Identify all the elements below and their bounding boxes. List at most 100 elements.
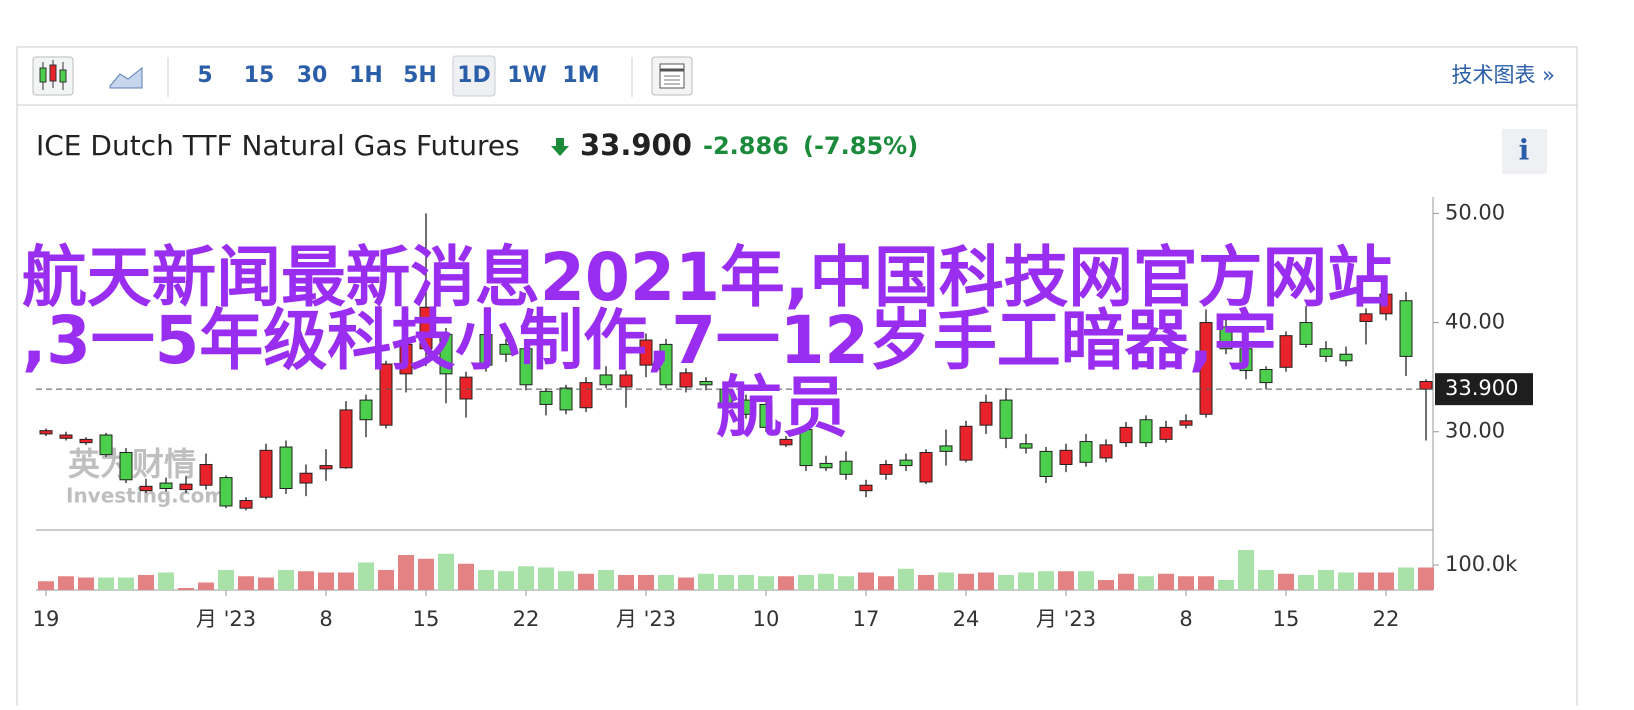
- candle-body: [1319, 348, 1333, 357]
- volume-bar: [418, 558, 434, 590]
- volume-bar: [58, 576, 74, 590]
- volume-bar: [578, 573, 594, 590]
- candle-body: [839, 460, 853, 475]
- candle-icon[interactable]: [32, 56, 74, 96]
- x-tick-label: 19: [33, 607, 60, 631]
- candle-body: [279, 446, 293, 490]
- interval-button[interactable]: 1W: [507, 63, 547, 88]
- candle-body: [1279, 335, 1293, 368]
- candle-body: [1419, 381, 1433, 390]
- volume-bar: [658, 575, 674, 590]
- table-icon[interactable]: [651, 56, 693, 96]
- volume-bar: [98, 577, 114, 590]
- interval-button[interactable]: 1M: [562, 63, 599, 88]
- volume-bar: [1018, 572, 1034, 590]
- volume-bar: [1238, 550, 1254, 590]
- volume-bar: [598, 570, 614, 590]
- volume-bar: [618, 575, 634, 590]
- candle-body: [579, 382, 593, 409]
- interval-button[interactable]: 1H: [349, 63, 383, 88]
- candle-body: [539, 390, 553, 405]
- volume-bar: [1418, 567, 1434, 590]
- candle-body: [639, 339, 653, 366]
- candle-body: [939, 445, 953, 452]
- candle-body: [1059, 449, 1073, 465]
- interval-button[interactable]: 30: [297, 63, 328, 88]
- candle-body: [619, 374, 633, 388]
- candle-body: [659, 343, 673, 386]
- candle-body: [159, 482, 173, 490]
- volume-bar: [218, 570, 234, 590]
- volume-bar: [318, 572, 334, 590]
- candle-body: [1159, 426, 1173, 440]
- overlay-text: 航员: [716, 369, 848, 446]
- volume-bar: [958, 573, 974, 590]
- volume-bar: [738, 575, 754, 590]
- volume-bar: [1258, 570, 1274, 590]
- candle-body: [1259, 369, 1273, 384]
- tech-chart-link[interactable]: 技术图表 »: [1451, 63, 1555, 87]
- overlay-text: 航天新闻最新消息2021年,中国科技网官方网站: [22, 239, 1392, 316]
- volume-bar: [638, 575, 654, 590]
- volume-bar: [478, 570, 494, 590]
- candle-body: [559, 387, 573, 411]
- volume-tick-label: 100.0k: [1445, 552, 1518, 576]
- volume-bar: [298, 571, 314, 590]
- x-tick-label: 15: [1273, 607, 1300, 631]
- volume-bar: [338, 572, 354, 590]
- y-tick-label: 40.00: [1445, 310, 1505, 334]
- volume-bar: [438, 553, 454, 590]
- volume-bar: [838, 576, 854, 590]
- candle-body: [459, 376, 473, 400]
- x-tick-label: 22: [513, 607, 540, 631]
- overlay-text: ,3一5年级科技小制作,7一12岁手工暗器,宇: [22, 302, 1277, 379]
- volume-bar: [918, 575, 934, 590]
- area-icon[interactable]: [109, 66, 143, 89]
- interval-button[interactable]: 1D: [457, 63, 491, 88]
- volume-bar: [1218, 580, 1234, 590]
- candle-body: [119, 451, 133, 481]
- x-tick-label: 17: [853, 607, 880, 631]
- candle-body: [1359, 313, 1373, 322]
- candle-body: [919, 451, 933, 483]
- candle-body: [759, 403, 773, 428]
- candle-body: [519, 348, 533, 386]
- candle-body: [179, 483, 193, 491]
- volume-bar: [778, 576, 794, 590]
- volume-bar: [278, 570, 294, 590]
- volume-bar: [858, 572, 874, 590]
- candle-body: [199, 463, 213, 486]
- info-button[interactable]: [1502, 129, 1547, 174]
- candle-body: [1019, 443, 1033, 449]
- candle-body: [1099, 444, 1113, 459]
- candle-body: [499, 343, 513, 355]
- candle-body: [379, 363, 393, 426]
- info-icon[interactable]: i: [1519, 134, 1530, 167]
- candle-body: [299, 472, 313, 484]
- interval-button[interactable]: 5H: [403, 63, 437, 88]
- volume-bar: [178, 588, 194, 590]
- candle-body: [259, 449, 273, 498]
- candle-body: [739, 399, 753, 415]
- interval-button[interactable]: 5: [197, 63, 212, 88]
- candle-body: [99, 434, 113, 456]
- candle-body: [679, 372, 693, 388]
- x-tick-label: 8: [1179, 607, 1192, 631]
- volume-bar: [1358, 572, 1374, 590]
- volume-bar: [818, 573, 834, 590]
- candle-body: [339, 409, 353, 469]
- candle-body: [1379, 293, 1393, 315]
- volume-bar: [878, 576, 894, 590]
- plot: 50.00 40.00 30.00 100.0k 19 月 '23 8 15 22 月 '23 10…: [33, 197, 1533, 631]
- volume-bar: [698, 573, 714, 590]
- volume-bar: [1338, 572, 1354, 590]
- instrument-title: ICE Dutch TTF Natural Gas Futures: [36, 129, 520, 162]
- y-tick-label: 50.00: [1445, 200, 1505, 224]
- volume-bar: [558, 571, 574, 590]
- volume-bar: [198, 582, 214, 590]
- volume-bar: [1158, 573, 1174, 590]
- candle-body: [1399, 300, 1413, 357]
- interval-button[interactable]: 15: [244, 63, 275, 88]
- candle-body: [359, 399, 373, 421]
